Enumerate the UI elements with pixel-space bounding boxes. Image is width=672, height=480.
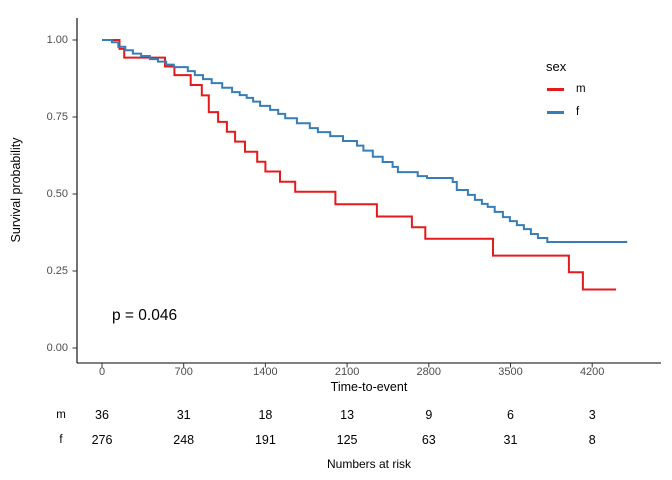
risk-table-title: Numbers at risk [326,457,412,471]
y-tick-label: 0.75 [46,110,68,123]
x-tick-label: 4200 [579,366,605,378]
survival-curve-m [102,39,617,291]
x-tick-label: 0 [98,366,106,378]
risk-count-m-3500: 6 [507,408,514,422]
risk-count-m-0: 36 [95,408,109,422]
legend-label-m: m [576,83,586,95]
x-tick-label: 700 [174,366,193,378]
y-axis-title: Survival probability [9,137,23,243]
p-value-label: p = 0.046 [112,307,178,324]
x-tick-label: 1400 [253,366,278,378]
y-tick-label: 0.50 [46,187,68,200]
risk-row-label-f: f [59,434,63,446]
legend-swatch-f [547,111,564,114]
x-tick-label: 2800 [416,366,442,378]
x-tick-label: 3500 [498,366,523,378]
x-tick-label: 2100 [334,366,360,378]
risk-count-f-2100: 125 [336,433,358,447]
risk-count-f-3500: 31 [503,433,518,447]
risk-row-label-m: m [56,409,66,421]
legend-swatch-m [547,88,564,91]
x-axis-title: Time-to-event [330,380,408,394]
risk-count-m-1400: 18 [258,408,273,422]
y-tick-label: 0.25 [46,264,68,277]
risk-count-m-2800: 9 [425,408,433,422]
risk-count-f-0: 276 [91,433,113,447]
legend-title: sex [546,59,567,74]
survival-curve-f [102,39,628,243]
y-tick-label: 0.00 [46,341,68,354]
legend-label-f: f [576,106,580,118]
risk-count-m-2100: 13 [340,408,355,422]
y-tick-label: 1.00 [46,33,68,46]
risk-count-f-1400: 191 [254,433,276,447]
risk-count-f-2800: 63 [421,433,436,447]
risk-count-f-4200: 8 [588,433,596,447]
risk-count-m-4200: 3 [588,408,596,422]
risk-count-m-700: 31 [176,408,191,422]
risk-count-f-700: 248 [173,433,195,447]
